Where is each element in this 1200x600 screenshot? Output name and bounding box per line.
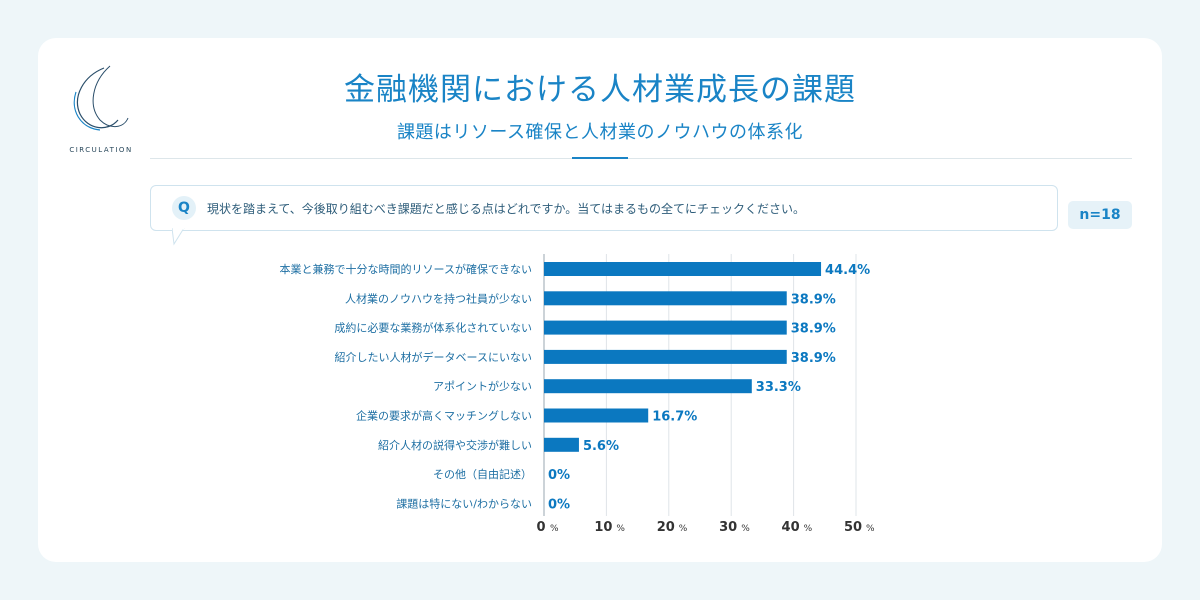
x-tick-unit: % [679, 524, 688, 534]
category-label: 紹介したい人材がデータベースにいない [335, 350, 532, 364]
speech-bubble-tail-icon [172, 228, 185, 246]
logo-wordmark: CIRCULATION [69, 146, 133, 154]
category-label: 課題は特にない/わからない [396, 496, 532, 510]
value-label: 38.9% [791, 322, 836, 337]
question-text: 現状を踏まえて、今後取り組むべき課題だと感じる点はどれですか。当てはまるもの全て… [207, 202, 805, 216]
circulation-logo: CIRCULATION [66, 62, 136, 158]
x-tick-label: 10 [594, 520, 612, 535]
bar [544, 291, 787, 306]
bar [544, 437, 579, 452]
x-tick-label: 50 [844, 520, 862, 535]
category-label: アポイントが少ない [433, 379, 532, 393]
question-marker: Q [178, 200, 190, 216]
category-label: 本業と兼務で十分な時間的リソースが確保できない [280, 262, 532, 276]
question-box [150, 185, 1058, 231]
page-title: 金融機関における人材業成長の課題 [344, 72, 856, 108]
x-tick-unit: % [804, 524, 813, 534]
bar [544, 408, 649, 423]
value-label: 0% [548, 468, 570, 483]
x-tick-label: 30 [719, 520, 737, 535]
x-tick-label: 0 [536, 520, 545, 535]
sample-size-badge: n=18 [1068, 201, 1132, 229]
value-label: 16.7% [652, 410, 697, 425]
x-tick-unit: % [550, 524, 559, 534]
bar [544, 262, 822, 276]
x-tick-unit: % [866, 524, 875, 534]
value-label: 38.9% [791, 292, 836, 307]
x-tick-label: 40 [782, 520, 800, 535]
bar [544, 379, 752, 394]
x-tick-label: 20 [657, 520, 675, 535]
bar [544, 349, 787, 364]
value-label: 38.9% [791, 351, 836, 366]
category-label: その他（自由記述） [433, 467, 532, 481]
category-label: 企業の要求が高くマッチングしない [356, 409, 532, 423]
question-marker-circle [172, 196, 196, 220]
value-label: 44.4% [825, 263, 870, 278]
category-label: 人材業のノウハウを持つ社員が少ない [345, 291, 532, 305]
value-label: 33.3% [756, 380, 801, 395]
x-tick-unit: % [616, 524, 625, 534]
page-subtitle: 課題はリソース確保と人材業のノウハウの体系化 [396, 122, 804, 143]
value-label: 0% [548, 497, 570, 512]
bar [544, 320, 787, 335]
logo-mark-icon [73, 65, 129, 131]
category-label: 成約に必要な業務が体系化されていない [334, 321, 532, 335]
value-label: 5.6% [583, 439, 619, 454]
title-divider [150, 158, 1132, 159]
x-tick-unit: % [741, 524, 750, 534]
category-label: 紹介人材の説得や交渉が難しい [378, 438, 532, 452]
title-divider-accent [572, 157, 628, 159]
